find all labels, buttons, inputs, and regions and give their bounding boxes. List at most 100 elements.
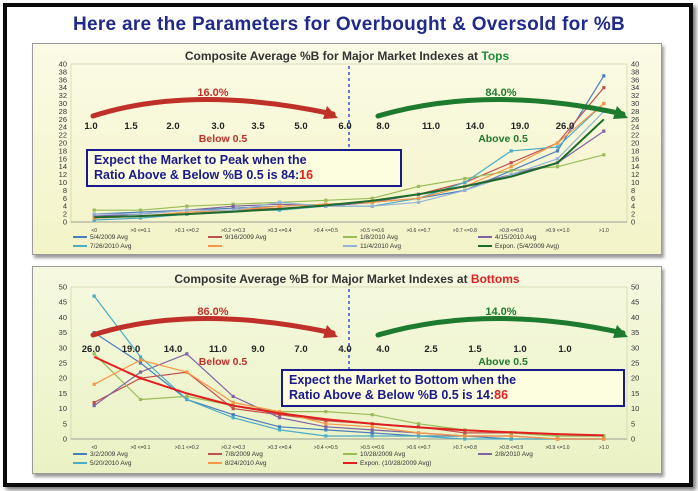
tops-left-label: Below 0.5 <box>199 133 248 145</box>
tops-y-tick-right: 32 <box>631 91 639 100</box>
bottoms-point <box>324 428 328 432</box>
tops-callout-line1: Expect the Market to Peak when the <box>94 153 307 167</box>
bottoms-y-tick-left: 25 <box>59 359 67 368</box>
bottoms-series-line-4 <box>93 295 604 440</box>
tops-point <box>138 216 143 220</box>
bottoms-ratio-value: 7.0 <box>294 344 307 355</box>
bottoms-point <box>324 419 328 423</box>
tops-x-tick: >0.7 <=0.8 <box>453 228 477 234</box>
tops-y-tick-right: 36 <box>631 75 639 84</box>
legend-entry: 1/8/2010 Avg <box>343 234 398 241</box>
bottoms-chart-title: Composite Average %B for Major Market In… <box>174 272 520 286</box>
bottoms-point <box>324 434 328 438</box>
bottoms-point <box>370 434 374 438</box>
tops-ratio-below: 16 <box>299 168 314 182</box>
bottoms-chart-panel: Composite Average %B for Major Market In… <box>32 266 662 474</box>
tops-ratio-value: 19.0 <box>511 121 530 132</box>
tops-point <box>231 204 235 208</box>
bottoms-point <box>185 397 189 402</box>
bottoms-right-arrow-arc <box>375 316 626 338</box>
bottoms-point <box>370 425 374 429</box>
tops-point <box>370 200 374 204</box>
bottoms-point <box>370 428 374 432</box>
bottoms-point <box>231 394 235 399</box>
legend-entry: 11/4/2010 Avg <box>343 243 401 250</box>
bottoms-ratio-value: 14.0 <box>164 344 183 355</box>
tops-point <box>138 210 143 214</box>
bottoms-y-tick-right: 5 <box>631 419 635 428</box>
bottoms-point <box>231 416 235 420</box>
bottoms-ratio-below: 86 <box>494 388 509 402</box>
bottoms-y-tick-right: 20 <box>631 374 639 383</box>
tops-y-tick-left: 40 <box>59 60 67 69</box>
legend-label: 5/4/2009 Avg <box>90 234 128 241</box>
tops-point <box>277 208 282 212</box>
tops-y-tick-left: 10 <box>59 178 67 187</box>
tops-point <box>555 165 560 169</box>
tops-y-tick-right: 10 <box>631 178 639 187</box>
legend-label: 7/26/2010 Avg <box>90 243 132 250</box>
tops-x-tick: <0 <box>91 228 97 234</box>
bottoms-x-tick: >0.4 <=0.5 <box>314 445 338 451</box>
tops-x-tick: >0.3 <=0.4 <box>267 228 291 234</box>
tops-right-label: Above 0.5 <box>478 133 528 145</box>
bottoms-point <box>416 422 421 426</box>
bottoms-point <box>277 416 282 420</box>
bottoms-ratio-value: 26.0 <box>82 344 101 355</box>
tops-x-tick: >0.9 <=1.0 <box>545 228 569 234</box>
legend-label: 8/24/2010 Avg <box>225 460 267 467</box>
tops-point <box>92 214 96 218</box>
bottoms-point <box>602 434 606 438</box>
tops-callout-box: Expect the Market to Peak when the Ratio… <box>86 149 402 187</box>
bottoms-point <box>277 413 282 417</box>
legend-label: 5/20/2010 Avg <box>90 460 132 467</box>
tops-point <box>602 101 606 106</box>
legend-entry: 5/20/2010 Avg <box>73 460 131 467</box>
tops-y-tick-left: 8 <box>63 186 67 195</box>
legend-entry: Expon. (5/4/2009 Avg) <box>478 243 559 250</box>
tops-y-tick-right: 4 <box>631 202 635 211</box>
page-title: Here are the Parameters for Overbought &… <box>72 14 626 35</box>
bottoms-y-tick-left: 35 <box>59 328 67 337</box>
tops-point <box>555 149 560 153</box>
bottoms-point <box>324 425 328 429</box>
tops-point <box>185 210 189 214</box>
bottoms-point <box>92 400 96 405</box>
tops-y-tick-left: 26 <box>59 115 67 124</box>
bottoms-y-tick-left: 0 <box>63 435 67 444</box>
legend-entry: 8/24/2010 Avg <box>208 460 266 467</box>
bottoms-point <box>92 352 96 356</box>
bottoms-point <box>463 431 467 435</box>
legend-label: 1/8/2010 Avg <box>360 234 398 241</box>
bottoms-point <box>138 361 143 365</box>
bottoms-ratio-value: 4.0 <box>376 344 389 355</box>
tops-point <box>277 204 282 208</box>
legend-entry: 2/8/2010 Avg <box>478 451 533 458</box>
tops-y-tick-right: 2 <box>631 210 635 219</box>
tops-y-tick-right: 8 <box>631 186 635 195</box>
legend-label: 7/8/2009 Avg <box>225 451 263 458</box>
bottoms-y-tick-left: 20 <box>59 374 67 383</box>
tops-y-tick-left: 22 <box>59 131 67 140</box>
bottoms-point <box>370 431 374 435</box>
tops-ratio-value: 6.0 <box>338 121 351 132</box>
tops-series-line-6 <box>94 110 605 215</box>
tops-point <box>509 149 513 153</box>
tops-y-tick-left: 38 <box>59 67 67 76</box>
tops-y-tick-right: 26 <box>631 115 639 124</box>
bottoms-point <box>138 355 143 359</box>
tops-point <box>231 206 235 210</box>
tops-y-tick-left: 14 <box>59 162 67 171</box>
bottoms-x-tick: >0.3 <=0.4 <box>267 445 291 451</box>
tops-point <box>231 202 235 206</box>
tops-left-arrow-arc <box>90 97 336 119</box>
bottoms-x-tick: >0.1 <=0.2 <box>175 445 199 451</box>
tops-point <box>509 169 513 173</box>
bottoms-callout-box: Expect the Market to Bottom when the Rat… <box>281 369 625 407</box>
tops-point <box>463 188 467 192</box>
bottoms-point <box>324 410 328 414</box>
tops-series-line-2 <box>94 154 604 211</box>
bottoms-ratio-value: 11.0 <box>209 344 227 355</box>
legend-swatch <box>478 245 492 248</box>
